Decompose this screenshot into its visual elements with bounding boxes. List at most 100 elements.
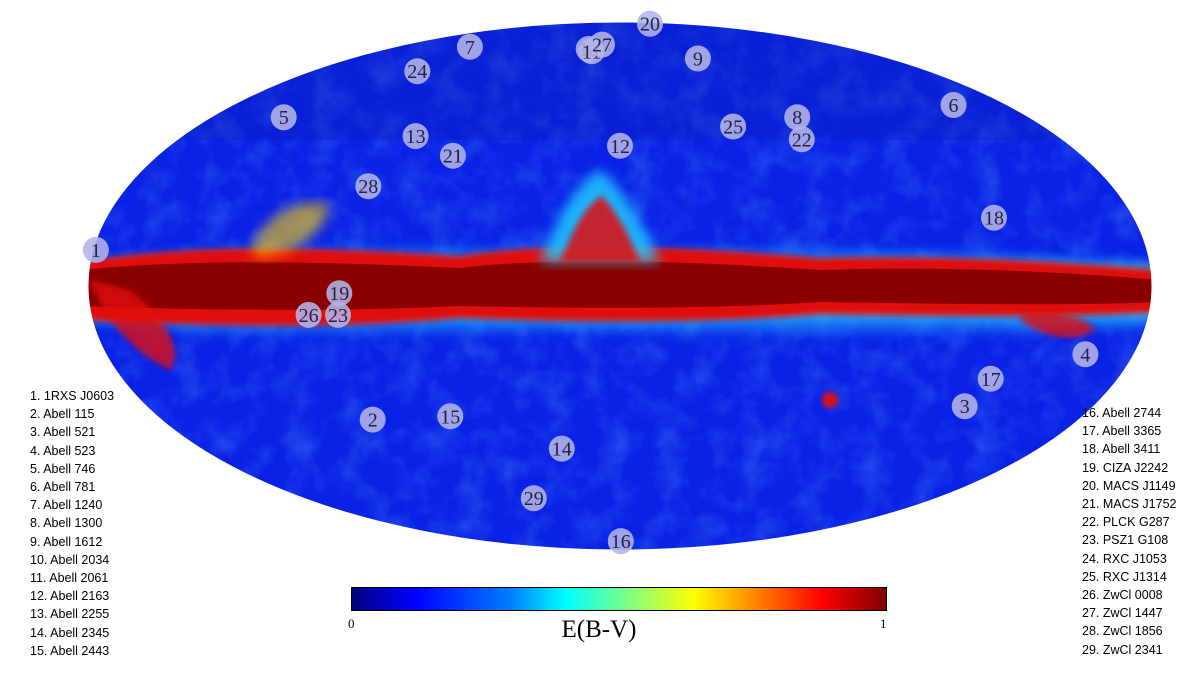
cluster-marker-circle (940, 92, 967, 118)
legend-entry: 28. ZwCl 1856 (1082, 624, 1163, 639)
cluster-marker-circle (456, 33, 483, 60)
legend-entry: 8. Abell 1300 (30, 516, 103, 531)
legend-entry: 18. Abell 3411 (1082, 442, 1161, 457)
cluster-marker-label: 22 (792, 129, 812, 151)
cluster-marker-label: 28 (358, 176, 378, 198)
legend-entry: 25. RXC J1314 (1082, 569, 1167, 584)
cluster-marker-circle (684, 45, 711, 72)
right-lower-cloud (1020, 311, 1095, 338)
legend-entry: 14. Abell 2345 (30, 625, 110, 640)
cluster-marker-label: 13 (406, 126, 426, 148)
legend-entry: 22. PLCK G287 (1082, 515, 1170, 530)
cluster-marker-circle (548, 435, 575, 462)
cluster-marker-label: 3 (960, 396, 970, 418)
cluster-marker-label: 16 (611, 531, 631, 553)
legend-entry: 3. Abell 521 (30, 425, 96, 440)
cluster-marker-circle (326, 280, 353, 307)
legend-entry: 1. 1RXS J0603 (30, 389, 115, 403)
cluster-marker-circle (437, 403, 464, 430)
cluster-marker: 6 (940, 92, 967, 118)
cluster-marker: 14 (548, 435, 575, 462)
cluster-marker: 2 (359, 406, 386, 433)
legend-entry: 7. Abell 1240 (30, 498, 103, 513)
cluster-marker: 8 (784, 104, 811, 131)
cluster-marker: 22 (788, 126, 815, 153)
cluster-marker: 27 (589, 31, 615, 58)
cluster-marker-circle (325, 301, 351, 328)
cluster-marker-circle (355, 173, 382, 200)
cluster-marker-circle (788, 126, 815, 153)
cluster-marker: 18 (981, 204, 1007, 231)
cluster-marker: 15 (437, 403, 464, 430)
cluster-marker-circle (520, 485, 547, 512)
cluster-markers: 1234567891011121314151617181920212223242… (82, 10, 1099, 555)
cluster-marker-label: 2 (368, 410, 378, 432)
cluster-marker-label: 15 (440, 406, 460, 428)
legend-entry: 27. ZwCl 1447 (1082, 606, 1163, 621)
legend-entry: 24. RXC J1053 (1082, 551, 1167, 566)
cluster-marker-label: 9 (693, 49, 703, 71)
legend-entry: 21. MACS J1752 (1082, 497, 1177, 512)
cluster-marker-label: 19 (329, 283, 349, 305)
cluster-marker-circle (402, 123, 429, 150)
cluster-marker-circle (404, 58, 431, 85)
cluster-marker-label: 14 (552, 439, 572, 461)
cluster-marker-label: 6 (949, 95, 959, 117)
cluster-marker-circle (951, 393, 978, 420)
cluster-marker-label: 25 (723, 117, 743, 139)
cluster-marker-circle (720, 113, 747, 140)
left-dust-cloud (90, 280, 175, 370)
cluster-marker-label: 26 (299, 305, 319, 327)
cluster-marker: 12 (607, 132, 633, 159)
cluster-legend-right: 16. Abell 2744 17. Abell 3365 18. Abell 34… (1082, 404, 1177, 659)
cluster-marker-label: 18 (984, 208, 1004, 230)
cluster-marker-circle (607, 528, 634, 555)
cluster-marker-label: 1 (91, 240, 101, 262)
cluster-marker-label: 24 (407, 61, 427, 83)
legend-entry: 5. Abell 746 (30, 461, 96, 476)
cluster-marker-circle (359, 406, 386, 433)
cluster-marker: 17 (977, 365, 1004, 392)
legend-entry: 11. Abell 2061 (30, 571, 109, 586)
cluster-marker-label: 20 (640, 14, 660, 36)
cluster-legend-left: 1. 1RXS J0603 2. Abell 115 3. Abell 521 4. … (30, 387, 114, 660)
cluster-marker-circle (1072, 341, 1099, 368)
legend-entry: 20. MACS J1149 (1082, 478, 1176, 493)
cluster-marker-circle (439, 142, 466, 169)
cluster-marker: 13 (402, 123, 429, 150)
cluster-marker: 24 (404, 58, 431, 85)
cluster-marker-label: 29 (524, 488, 544, 510)
cluster-marker-label: 17 (981, 369, 1001, 391)
legend-entry: 23. PSZ1 G108 (1082, 533, 1169, 548)
cluster-marker: 19 (326, 280, 353, 307)
lmc-cloud (822, 392, 838, 408)
cluster-marker-label: 21 (443, 146, 463, 168)
legend-entry: 12. Abell 2163 (30, 589, 110, 604)
cluster-marker: 16 (607, 528, 634, 555)
cluster-marker: 25 (720, 113, 747, 140)
legend-entry: 16. Abell 2744 (1082, 406, 1162, 420)
cluster-marker: 29 (520, 485, 547, 512)
cluster-marker: 26 (295, 301, 322, 328)
cluster-marker: 7 (456, 33, 483, 60)
cluster-marker-circle (977, 365, 1004, 392)
cluster-marker-label: 23 (328, 305, 348, 327)
legend-entry: 9. Abell 1612 (30, 534, 103, 549)
cluster-marker: 23 (325, 301, 351, 328)
legend-entry: 2. Abell 115 (30, 407, 95, 422)
cluster-marker: 3 (951, 393, 978, 420)
cluster-marker: 21 (439, 142, 466, 169)
cluster-marker-circle (270, 104, 297, 131)
cluster-marker-label: 8 (792, 107, 802, 129)
cluster-marker-circle (981, 204, 1007, 231)
legend-entry: 29. ZwCl 2341 (1082, 642, 1163, 657)
cluster-marker: 28 (355, 173, 382, 200)
sky-background (88, 22, 1152, 550)
colorbar (351, 587, 887, 611)
cluster-marker-circle (589, 31, 615, 58)
cluster-marker-circle (295, 301, 322, 328)
legend-entry: 13. Abell 2255 (30, 607, 110, 622)
cluster-marker: 4 (1072, 341, 1099, 368)
